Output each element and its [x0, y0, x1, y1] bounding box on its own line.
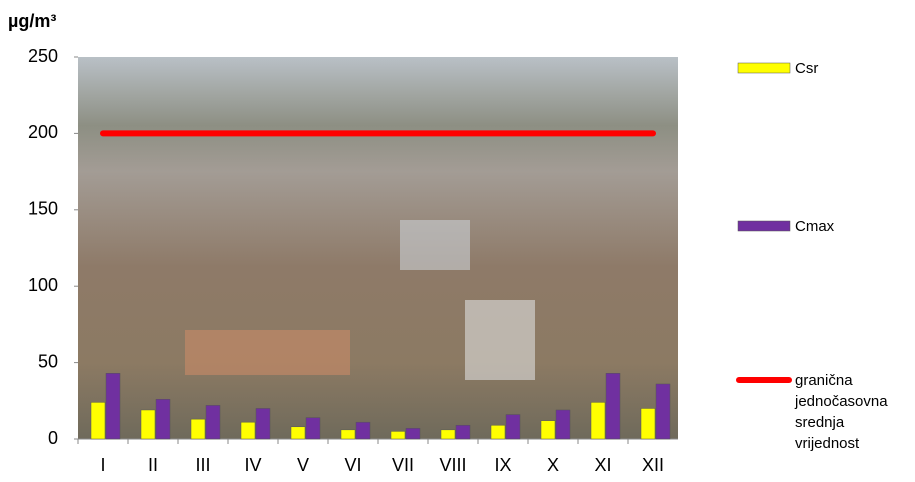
bar [241, 422, 255, 439]
x-tick-label: VIII [439, 455, 466, 475]
bar [356, 422, 370, 439]
bar [206, 405, 220, 439]
x-tick-label: VII [392, 455, 414, 475]
bar [191, 419, 205, 439]
x-tick-label: V [297, 455, 309, 475]
bar [456, 425, 470, 439]
y-axis-unit: µg/m³ [8, 11, 56, 31]
bar [491, 425, 505, 439]
legend-swatch [738, 63, 790, 73]
x-tick-label: VI [344, 455, 361, 475]
y-tick-label: 100 [28, 275, 58, 295]
y-tick-label: 150 [28, 199, 58, 219]
x-tick-label: IV [244, 455, 261, 475]
bar [556, 410, 570, 439]
bar [341, 430, 355, 439]
bar [441, 430, 455, 439]
legend-label: Csr [795, 58, 905, 79]
legend-label: Cmax [795, 216, 905, 237]
chart: µg/m³ 050100150200250IIIIIIIVVVIVIIVIIII… [0, 0, 915, 482]
legend-label: granična jednočasovna srednja vrijednost [795, 370, 890, 454]
bar [291, 427, 305, 439]
plot-background [78, 57, 678, 439]
bar [106, 373, 120, 439]
photo-detail [465, 300, 535, 380]
bar [256, 408, 270, 439]
y-tick-label: 50 [38, 351, 58, 371]
y-tick-label: 200 [28, 122, 58, 142]
x-tick-label: XI [594, 455, 611, 475]
bar [656, 384, 670, 439]
page: µg/m³ 050100150200250IIIIIIIVVVIVIIVIIII… [0, 0, 915, 482]
bar [156, 399, 170, 439]
x-tick-label: I [100, 455, 105, 475]
bar [406, 428, 420, 439]
bar [606, 373, 620, 439]
y-tick-label: 0 [48, 428, 58, 448]
x-tick-label: IX [494, 455, 511, 475]
bar [541, 421, 555, 439]
legend-swatch [738, 221, 790, 231]
bar [391, 431, 405, 439]
photo-detail [185, 330, 350, 375]
photo-detail [400, 220, 470, 270]
x-tick-label: X [547, 455, 559, 475]
bar [306, 418, 320, 439]
bar [591, 402, 605, 439]
bar [91, 402, 105, 439]
bar [506, 415, 520, 439]
x-tick-label: II [148, 455, 158, 475]
x-tick-label: XII [642, 455, 664, 475]
bar [141, 410, 155, 439]
bar [641, 408, 655, 439]
x-tick-label: III [195, 455, 210, 475]
y-tick-label: 250 [28, 46, 58, 66]
